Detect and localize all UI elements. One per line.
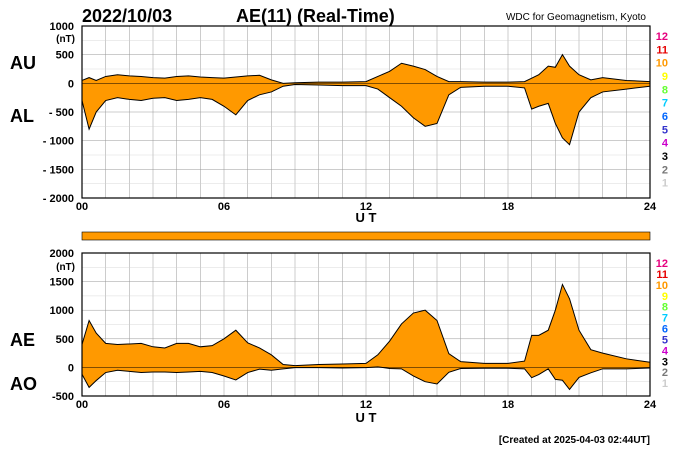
plot-frame [81,252,651,397]
ao-label: AO [10,374,37,394]
y-tick-label: - 500 [49,107,74,119]
x-axis-label-top: U T [356,210,377,225]
y-tick-label: 2000 [50,248,74,260]
legend-station-count: 1 [662,378,668,390]
y-tick-label: -500 [52,391,74,403]
plot-frame [81,25,651,199]
y-tick-label: 1000 [50,21,74,33]
legend-station-count: 5 [662,124,668,136]
x-tick-label: 18 [502,201,514,213]
x-tick-label: 00 [76,201,88,213]
y-tick-label: 0 [68,78,74,90]
legend-station-count: 2 [662,367,668,379]
legend-station-count: 4 [662,345,669,357]
x-tick-label: 06 [218,201,230,213]
au-label: AU [10,53,36,73]
legend-station-count: 8 [662,302,668,314]
legend-station-count: 11 [656,269,668,281]
y-tick-label: 500 [56,50,74,62]
date-title: 2022/10/03 [82,6,172,26]
legend-station-count: 10 [656,58,668,70]
created-timestamp: [Created at 2025-04-03 02:44UT] [499,435,650,446]
y-tick-label: 500 [56,334,74,346]
legend-station-count: 9 [662,291,668,303]
source-label: WDC for Geomagnetism, Kyoto [506,12,646,23]
legend-station-count: 4 [662,138,669,150]
x-tick-label: 12 [360,399,372,411]
y-tick-label: - 1000 [43,136,74,148]
y-tick-label: - 1500 [43,164,74,176]
x-tick-label: 24 [644,399,657,411]
series-line-al [81,83,651,146]
series-line-au [81,53,651,84]
al-label: AL [10,106,34,126]
legend-station-count: 2 [662,164,668,176]
x-axis-label-bottom: U T [356,410,377,425]
x-tick-label: 12 [360,201,372,213]
y-tick-label: 0 [68,362,74,374]
separator-bar [81,231,651,241]
legend-station-count: 12 [656,31,668,43]
series-line-ao [81,366,651,391]
series-line-ae [81,283,651,367]
legend-station-count: 9 [662,71,668,83]
legend-station-count: 7 [662,313,668,325]
y-unit-top: (nT) [56,34,75,45]
x-tick-label: 18 [502,399,514,411]
area-fill [82,54,650,145]
legend-station-count: 10 [656,280,668,292]
x-tick-label: 06 [218,399,230,411]
index-title: AE(11) (Real-Time) [236,6,395,26]
legend-station-count: 1 [662,178,668,190]
x-tick-label: 00 [76,399,88,411]
area-fill [82,284,650,390]
y-tick-label: - 2000 [43,193,74,205]
legend-station-count: 6 [662,111,668,123]
legend-station-count: 5 [662,334,668,346]
y-tick-label: 1500 [50,277,74,289]
legend-station-count: 11 [656,44,668,56]
legend-station-count: 7 [662,98,668,110]
x-tick-label: 24 [644,201,657,213]
ae-label: AE [10,330,35,350]
legend-station-count: 6 [662,324,668,336]
y-unit-bottom: (nT) [56,262,75,273]
legend-station-count: 8 [662,84,668,96]
y-tick-label: 1000 [50,305,74,317]
legend-station-count: 12 [656,258,668,270]
legend-station-count: 3 [662,151,668,163]
legend-station-count: 3 [662,356,668,368]
